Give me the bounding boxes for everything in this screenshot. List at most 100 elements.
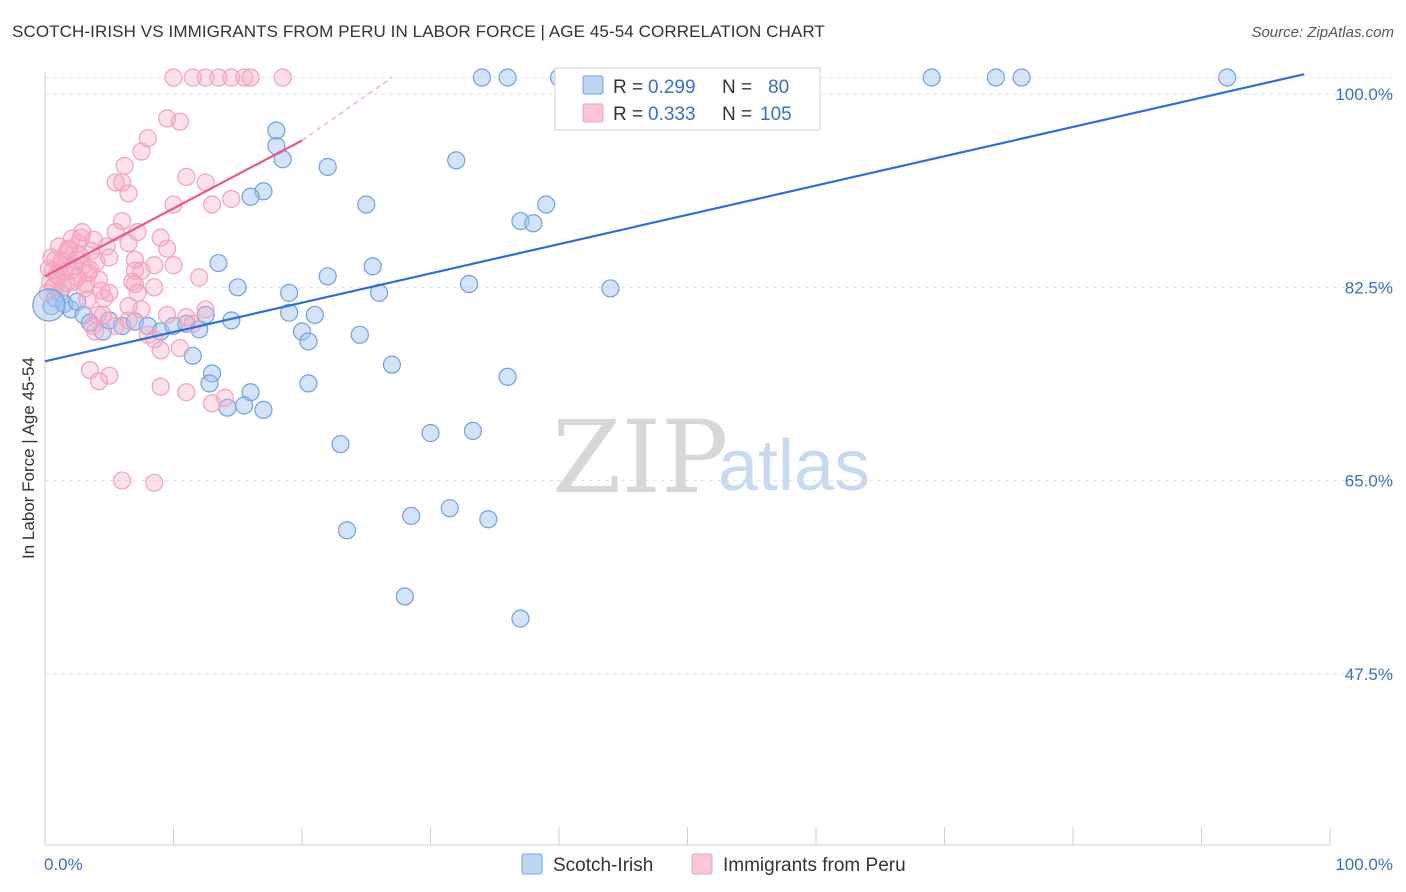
point-scotch-irish [986,68,1006,87]
point-scotch-irish [292,322,312,341]
point-peru [190,268,209,287]
point-peru [119,234,138,253]
point-scotch-irish [337,521,357,540]
legend-swatch-scotch-irish [582,75,604,95]
y-tick-label: 100.0% [1335,85,1393,104]
point-peru [209,68,228,87]
point-scotch-irish [498,367,517,386]
point-peru [145,278,164,297]
points [32,68,1237,628]
watermark-atlas: atlas [718,426,870,506]
point-peru [202,195,222,214]
point-scotch-irish [318,267,337,286]
x-ticks [44,827,1331,845]
point-scotch-irish [459,274,479,294]
point-scotch-irish [299,332,318,351]
point-peru [123,272,142,291]
point-scotch-irish [267,121,286,140]
point-peru [164,68,183,87]
point-peru [151,377,170,396]
legend-n-value-1: 80 [768,77,789,98]
point-scotch-irish [524,214,543,233]
point-peru [125,250,145,269]
point-peru [145,473,164,492]
point-peru [89,372,109,391]
point-scotch-irish [922,68,941,87]
point-peru [222,189,241,209]
point-peru [106,173,125,192]
grid [45,77,1393,675]
point-scotch-irish [280,283,299,302]
point-peru [78,290,97,309]
trend-line-scotch-irish [44,73,1305,363]
trend-line-peru-extension [301,76,393,142]
bottom-legend-swatch-scotch-irish [521,853,543,875]
point-scotch-irish [402,506,421,526]
point-peru [80,260,100,279]
point-peru [183,68,202,87]
point-peru [57,273,76,293]
point-scotch-irish [299,374,318,393]
legend-swatch-peru [582,103,604,123]
point-peru [112,471,132,490]
legend-r-label-2: R = [613,104,643,125]
point-peru [157,305,177,325]
x-tick-label-left: 0.0% [44,855,83,874]
point-scotch-irish [1218,68,1237,87]
bottom-legend-swatch-peru [691,853,713,875]
legend-n-label-2: N = [722,104,752,125]
watermark-zip: ZIP [552,399,728,516]
y-tick-label: 65.0% [1345,472,1393,491]
point-scotch-irish [209,253,228,273]
point-scotch-irish [395,587,414,606]
bottom-legend-label-scotch-irish: Scotch-Irish [553,855,653,876]
point-peru [151,228,170,247]
point-scotch-irish [241,187,260,206]
bottom-legend-label-peru: Immigrants from Peru [723,855,906,876]
point-peru [75,279,94,298]
bottom-legend: Scotch-Irish Immigrants from Peru [521,853,906,876]
point-peru [215,388,234,407]
point-scotch-irish [235,396,254,415]
point-peru [241,68,260,87]
point-peru [235,68,254,87]
point-peru [157,239,177,258]
point-scotch-irish [601,279,620,298]
point-peru [128,283,147,302]
point-scotch-irish [228,278,247,297]
point-scotch-irish [196,305,215,325]
point-scotch-irish [511,609,530,628]
watermark: ZIP atlas [552,399,870,516]
point-scotch-irish [463,421,483,440]
legend-r-value-2: 0.333 [648,104,696,125]
point-scotch-irish [537,195,556,214]
point-peru [119,311,138,330]
y-tick-label: 47.5% [1345,665,1393,684]
point-peru [112,211,132,231]
point-peru [138,129,157,148]
y-axis-title: In Labor Force | Age 45-54 [19,357,38,559]
y-tick-label: 82.5% [1345,278,1393,297]
point-peru [196,68,215,87]
point-peru [93,305,112,325]
point-peru [177,383,196,402]
point-peru [115,156,134,175]
point-scotch-irish [479,510,498,529]
point-scotch-irish [363,257,382,276]
point-scotch-irish [472,68,491,87]
point-peru [222,68,241,87]
source-label: Source: ZipAtlas.com [1251,24,1394,41]
point-scotch-irish [318,157,337,177]
point-scotch-irish [280,303,299,322]
point-peru [73,223,92,242]
point-scotch-irish [1012,68,1031,87]
point-scotch-irish [305,305,324,325]
legend-n-value-2: 105 [760,104,792,125]
point-scotch-irish [382,355,402,374]
point-peru [100,366,119,385]
point-peru [273,68,292,87]
point-peru [164,256,183,275]
stats-legend: R = 0.299 N = 80 R = 0.333 N = 105 [554,67,821,131]
point-peru [177,308,196,327]
